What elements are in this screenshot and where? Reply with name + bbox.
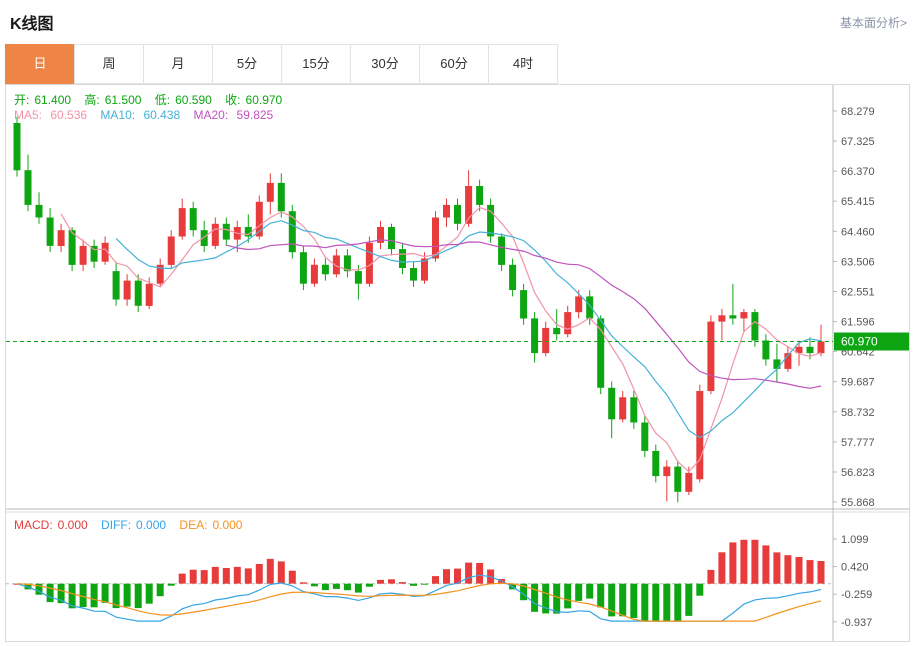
svg-text:65.415: 65.415 — [841, 196, 875, 208]
svg-text:60.970: 60.970 — [841, 335, 878, 349]
svg-text:67.325: 67.325 — [841, 136, 875, 148]
svg-text:-0.937: -0.937 — [841, 617, 872, 629]
svg-text:59.687: 59.687 — [841, 377, 875, 389]
svg-text:1.099: 1.099 — [841, 534, 869, 546]
tab-15min[interactable]: 15分 — [281, 44, 351, 84]
tab-day[interactable]: 日 — [5, 44, 75, 84]
svg-text:68.279: 68.279 — [841, 106, 875, 118]
svg-text:61.596: 61.596 — [841, 317, 875, 329]
tab-month[interactable]: 月 — [143, 44, 213, 84]
page-header: K线图 基本面分析> — [0, 0, 915, 40]
tab-5min[interactable]: 5分 — [212, 44, 282, 84]
tab-week[interactable]: 周 — [74, 44, 144, 84]
fundamental-analysis-link[interactable]: 基本面分析> — [839, 15, 907, 30]
svg-text:-0.259: -0.259 — [841, 589, 872, 601]
tab-60min[interactable]: 60分 — [419, 44, 489, 84]
tab-4hour[interactable]: 4时 — [488, 44, 558, 84]
svg-text:55.868: 55.868 — [841, 497, 875, 509]
interval-tabs: 日 周 月 5分 15分 30分 60分 4时 — [5, 44, 910, 84]
svg-text:57.777: 57.777 — [841, 437, 875, 449]
svg-text:58.732: 58.732 — [841, 407, 875, 419]
svg-text:64.460: 64.460 — [841, 226, 875, 238]
kline-chart[interactable]: 68.279 67.325 66.370 65.415 64.460 63.506 62.5… — [6, 85, 909, 641]
page-title: K线图 — [10, 16, 54, 33]
tab-30min[interactable]: 30分 — [350, 44, 420, 84]
svg-text:56.823: 56.823 — [841, 467, 875, 479]
svg-text:66.370: 66.370 — [841, 166, 875, 178]
svg-text:62.551: 62.551 — [841, 287, 875, 299]
svg-text:0.420: 0.420 — [841, 562, 869, 574]
svg-text:63.506: 63.506 — [841, 256, 875, 268]
chart-panel: 68.279 67.325 66.370 65.415 64.460 63.506 62.5… — [5, 84, 910, 642]
